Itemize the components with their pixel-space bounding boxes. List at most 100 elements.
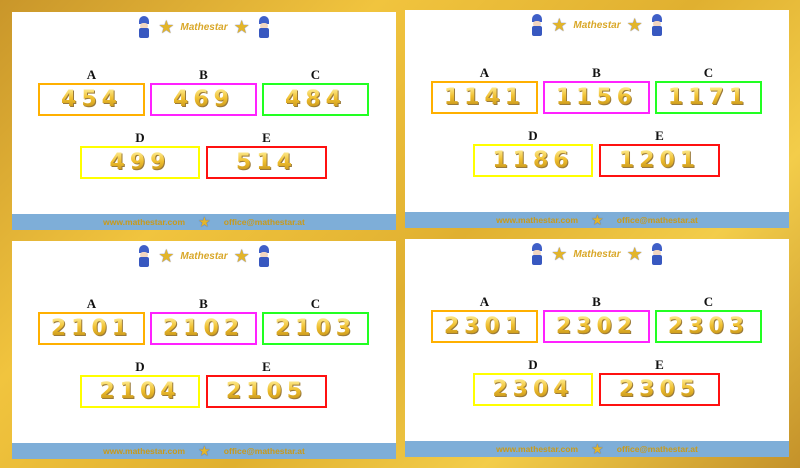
mathestar-logo: ★ Mathestar ★: [12, 15, 396, 39]
option-value: 1201: [618, 148, 701, 173]
website-link[interactable]: www.mathestar.com: [103, 217, 186, 227]
option-label: A: [86, 296, 97, 311]
wizard-icon: [649, 14, 665, 36]
option-label: C: [703, 294, 714, 309]
brand-name: Mathestar: [573, 19, 621, 31]
option-value: 2301: [443, 314, 526, 339]
answer-option-e[interactable]: 1201: [599, 144, 720, 177]
footer-bar: www.mathestar.com ★ office@mathestar.at: [12, 214, 396, 230]
option-label: D: [135, 359, 145, 374]
brand-name: Mathestar: [573, 248, 621, 260]
option-value: 499: [109, 150, 171, 175]
answer-option-d[interactable]: 2304: [473, 373, 593, 406]
star-icon: ★: [158, 17, 175, 37]
answer-option-a[interactable]: 2101: [38, 312, 145, 345]
question-panel: ★ Mathestar ★ A 2301 B 2302 C 2303 D 2304 E …: [405, 239, 789, 457]
email-link[interactable]: office@mathestar.at: [616, 215, 698, 225]
footer-bar: www.mathestar.com ★ office@mathestar.at: [405, 441, 789, 457]
star-icon: ★: [233, 246, 250, 266]
answer-option-d[interactable]: 499: [80, 146, 200, 179]
option-label: B: [199, 67, 208, 82]
option-value: 2305: [618, 377, 701, 402]
option-label: E: [655, 128, 664, 143]
answer-option-e[interactable]: 2105: [206, 375, 327, 408]
option-value: 2302: [555, 314, 638, 339]
answer-option-d[interactable]: 1186: [473, 144, 593, 177]
option-label: E: [262, 130, 271, 145]
wizard-icon: [256, 16, 272, 38]
star-icon: ★: [233, 17, 250, 37]
wizard-icon: [529, 243, 545, 265]
email-link[interactable]: office@mathestar.at: [223, 217, 305, 227]
option-label: E: [262, 359, 271, 374]
option-label: B: [199, 296, 208, 311]
option-label: D: [135, 130, 145, 145]
brand-name: Mathestar: [180, 21, 228, 33]
option-value: 2304: [492, 377, 574, 402]
answer-option-a[interactable]: 1141: [431, 81, 538, 114]
option-label: B: [592, 65, 601, 80]
option-value: 2101: [50, 316, 133, 341]
option-label: D: [528, 128, 538, 143]
website-link[interactable]: www.mathestar.com: [496, 215, 579, 225]
star-icon: ★: [626, 15, 643, 35]
wizard-icon: [256, 245, 272, 267]
footer-bar: www.mathestar.com ★ office@mathestar.at: [405, 212, 789, 228]
option-value: 2303: [667, 314, 750, 339]
star-icon: ★: [592, 213, 603, 227]
wizard-icon: [136, 16, 152, 38]
option-value: 2104: [99, 379, 181, 404]
option-label: C: [310, 296, 321, 311]
option-value: 1186: [492, 148, 574, 173]
option-value: 514: [236, 150, 297, 175]
option-label: E: [655, 357, 664, 372]
option-value: 1156: [555, 85, 638, 110]
answer-option-b[interactable]: 2102: [150, 312, 257, 345]
footer-bar: www.mathestar.com ★ office@mathestar.at: [12, 443, 396, 459]
question-panel: ★ Mathestar ★ A 2101 B 2102 C 2103 D 2104 E …: [12, 241, 396, 459]
option-label: C: [310, 67, 321, 82]
option-label: C: [703, 65, 714, 80]
website-link[interactable]: www.mathestar.com: [496, 444, 579, 454]
option-value: 469: [173, 87, 234, 112]
option-label: A: [479, 294, 490, 309]
option-label: A: [479, 65, 490, 80]
answer-option-a[interactable]: 454: [38, 83, 145, 116]
option-value: 2103: [274, 316, 357, 341]
star-icon: ★: [158, 246, 175, 266]
option-value: 2105: [225, 379, 308, 404]
answer-option-b[interactable]: 2302: [543, 310, 650, 343]
mathestar-logo: ★ Mathestar ★: [405, 242, 789, 266]
email-link[interactable]: office@mathestar.at: [223, 446, 305, 456]
answer-option-c[interactable]: 2303: [655, 310, 762, 343]
mathestar-logo: ★ Mathestar ★: [405, 13, 789, 37]
answer-option-e[interactable]: 514: [206, 146, 327, 179]
option-value: 1171: [667, 85, 750, 110]
option-value: 454: [61, 87, 122, 112]
brand-name: Mathestar: [180, 250, 228, 262]
answer-option-b[interactable]: 469: [150, 83, 257, 116]
answer-option-a[interactable]: 2301: [431, 310, 538, 343]
star-icon: ★: [592, 442, 603, 456]
wizard-icon: [136, 245, 152, 267]
answer-option-c[interactable]: 2103: [262, 312, 369, 345]
star-icon: ★: [199, 444, 210, 458]
star-icon: ★: [551, 15, 568, 35]
wizard-icon: [649, 243, 665, 265]
website-link[interactable]: www.mathestar.com: [103, 446, 186, 456]
wizard-icon: [529, 14, 545, 36]
answer-option-b[interactable]: 1156: [543, 81, 650, 114]
option-label: D: [528, 357, 538, 372]
answer-option-c[interactable]: 1171: [655, 81, 762, 114]
question-panel: ★ Mathestar ★ A 454 B 469 C 484 D 499 E 514 …: [12, 12, 396, 230]
answer-option-c[interactable]: 484: [262, 83, 369, 116]
answer-option-d[interactable]: 2104: [80, 375, 200, 408]
option-label: A: [86, 67, 97, 82]
star-icon: ★: [551, 244, 568, 264]
answer-option-e[interactable]: 2305: [599, 373, 720, 406]
star-icon: ★: [199, 215, 210, 229]
option-value: 1141: [443, 85, 526, 110]
email-link[interactable]: office@mathestar.at: [616, 444, 698, 454]
option-label: B: [592, 294, 601, 309]
question-panel: ★ Mathestar ★ A 1141 B 1156 C 1171 D 1186 E …: [405, 10, 789, 228]
